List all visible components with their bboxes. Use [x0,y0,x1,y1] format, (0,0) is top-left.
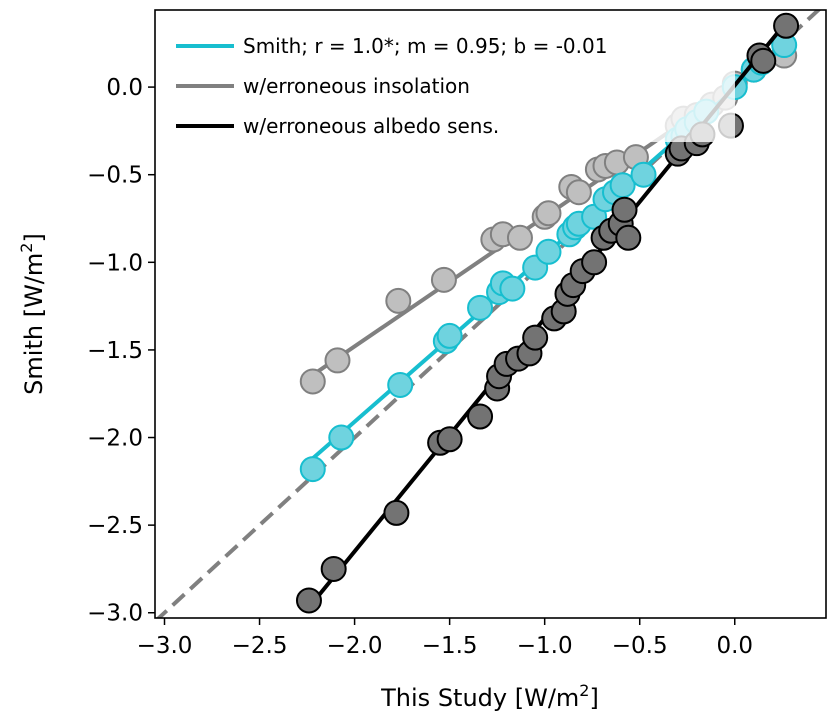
data-point [467,403,494,430]
y-tick-label: −0.5 [87,163,143,189]
x-tick-label: 0.0 [716,633,753,659]
data-point [324,347,351,374]
plot-frame [154,9,827,619]
x-tick-label: −2.5 [232,633,288,659]
x-tick-label: −3.0 [137,633,193,659]
y-tick-label: −1.0 [87,250,143,276]
data-point [499,275,526,302]
data-point [535,238,562,265]
data-point [320,555,347,582]
data-point [581,249,608,276]
data-point [328,424,355,451]
data-point [467,294,494,321]
legend-label-albedo: w/erroneous albedo sens. [243,114,499,138]
data-point [299,456,326,483]
x-tick-label: −2.0 [327,633,383,659]
data-point [615,224,642,251]
data-point [385,287,412,314]
data-point [565,179,592,206]
x-axis-label: This Study [W/m2] [380,681,599,712]
y-tick-label: 0.0 [106,75,143,101]
y-tick-label: −1.5 [87,338,143,364]
y-axis-label: Smith [W/m2] [17,233,48,395]
data-point [611,196,638,223]
legend-label-insolation: w/erroneous insolation [243,74,470,98]
y-tick-label: −3.0 [87,601,143,627]
data-point [630,161,657,188]
data-point [295,587,322,614]
data-point [773,12,800,39]
data-point [436,322,463,349]
data-point [535,200,562,227]
data-point [436,426,463,453]
legend-box [165,20,735,142]
legend: Smith; r = 1.0*; m = 0.95; b = -0.01 w/e… [165,20,735,142]
data-point [522,324,549,351]
x-tick-label: −1.0 [517,633,573,659]
y-axis: −3.0 −2.5 −2.0 −1.5 −1.0 −0.5 0.0 [87,75,155,627]
x-tick-label: −1.5 [422,633,478,659]
y-tick-label: −2.0 [87,426,143,452]
data-point [383,499,410,526]
x-tick-label: −0.5 [612,633,668,659]
data-point [430,266,457,293]
data-point [506,224,533,251]
data-point [750,47,777,74]
x-axis: −3.0 −2.5 −2.0 −1.5 −1.0 −0.5 0.0 [137,618,753,659]
data-point [387,371,414,398]
legend-label-smith: Smith; r = 1.0*; m = 0.95; b = -0.01 [243,34,607,58]
data-point [299,368,326,395]
y-tick-label: −2.5 [87,513,143,539]
